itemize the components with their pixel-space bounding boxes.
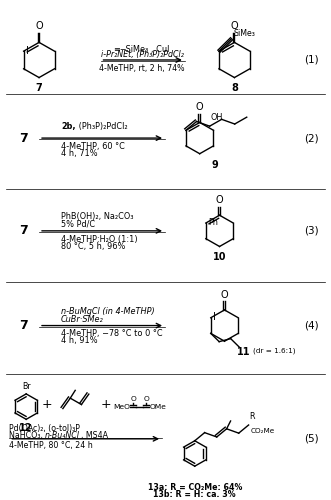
Text: 7: 7 — [36, 84, 42, 94]
Text: (2): (2) — [304, 133, 319, 143]
Text: O: O — [143, 396, 149, 402]
Text: O: O — [130, 396, 136, 402]
Text: 80 °C, 5 h, 96%: 80 °C, 5 h, 96% — [61, 242, 125, 250]
Text: Ph: Ph — [208, 218, 218, 226]
Text: 13a: R = CO₂Me: 64%: 13a: R = CO₂Me: 64% — [148, 483, 242, 492]
Text: MeO: MeO — [114, 404, 130, 409]
Text: CO₂Me: CO₂Me — [251, 428, 275, 434]
Text: 4 h, 71%: 4 h, 71% — [61, 149, 98, 158]
Text: 7: 7 — [19, 132, 27, 144]
Text: (4): (4) — [304, 320, 319, 330]
Text: 13b: R = H: ca. 3%: 13b: R = H: ca. 3% — [154, 490, 236, 498]
Text: Pd(OAc)₂, (o-tol)₃P: Pd(OAc)₂, (o-tol)₃P — [9, 424, 80, 433]
Text: +: + — [100, 398, 111, 411]
Text: 8: 8 — [231, 84, 238, 94]
Text: I: I — [213, 312, 215, 322]
Text: R: R — [250, 412, 255, 421]
Text: 9: 9 — [211, 160, 218, 170]
Text: Br: Br — [22, 382, 30, 391]
Text: O: O — [196, 102, 204, 113]
Text: 2b,: 2b, — [61, 122, 75, 132]
Text: (Ph₃P)₂PdCl₂: (Ph₃P)₂PdCl₂ — [76, 122, 127, 132]
Text: 4-MeTHP, rt, 2 h, 74%: 4-MeTHP, rt, 2 h, 74% — [99, 64, 185, 73]
Text: 4-MeTHP, −78 °C to 0 °C: 4-MeTHP, −78 °C to 0 °C — [61, 330, 163, 338]
Text: 4-MeTHP:H₂O (1:1): 4-MeTHP:H₂O (1:1) — [61, 235, 137, 244]
Text: O: O — [35, 22, 43, 32]
Text: 4-MeTHP, 60 °C: 4-MeTHP, 60 °C — [61, 142, 125, 151]
Text: +: + — [42, 398, 52, 411]
Text: 7: 7 — [19, 224, 27, 237]
Text: OH: OH — [211, 114, 223, 122]
Text: (1): (1) — [304, 55, 319, 65]
Text: (dr = 1.6:1): (dr = 1.6:1) — [253, 347, 296, 354]
Text: ≡─SiMe₃ , CuI: ≡─SiMe₃ , CuI — [115, 45, 170, 54]
Text: n-Bu₄NCl: n-Bu₄NCl — [45, 431, 80, 440]
Text: O: O — [231, 22, 238, 32]
Text: 11: 11 — [237, 347, 251, 357]
Text: I: I — [25, 46, 28, 56]
Text: 12: 12 — [20, 423, 33, 433]
Text: CuBr·SMe₂: CuBr·SMe₂ — [61, 314, 104, 324]
Text: , MS4A: , MS4A — [81, 431, 108, 440]
Text: PhB(OH)₂, Na₂CO₃: PhB(OH)₂, Na₂CO₃ — [61, 212, 133, 221]
Text: (5): (5) — [304, 434, 319, 444]
Text: 7: 7 — [19, 319, 27, 332]
Text: (3): (3) — [304, 226, 319, 236]
Text: NaHCO₃,: NaHCO₃, — [9, 431, 46, 440]
Text: OMe: OMe — [149, 404, 166, 409]
Text: O: O — [221, 290, 228, 300]
Text: 10: 10 — [213, 252, 226, 262]
Text: 5% Pd/C: 5% Pd/C — [61, 220, 95, 229]
Text: 4 h, 91%: 4 h, 91% — [61, 336, 98, 345]
Text: n-BuMgCl (in 4-MeTHP): n-BuMgCl (in 4-MeTHP) — [61, 307, 155, 316]
Text: O: O — [216, 195, 223, 205]
Text: SiMe₃: SiMe₃ — [234, 29, 256, 38]
Text: i-Pr₂NEt, (Ph₃P)₂PdCl₂: i-Pr₂NEt, (Ph₃P)₂PdCl₂ — [101, 50, 184, 59]
Text: 4-MeTHP, 80 °C, 24 h: 4-MeTHP, 80 °C, 24 h — [9, 441, 93, 450]
